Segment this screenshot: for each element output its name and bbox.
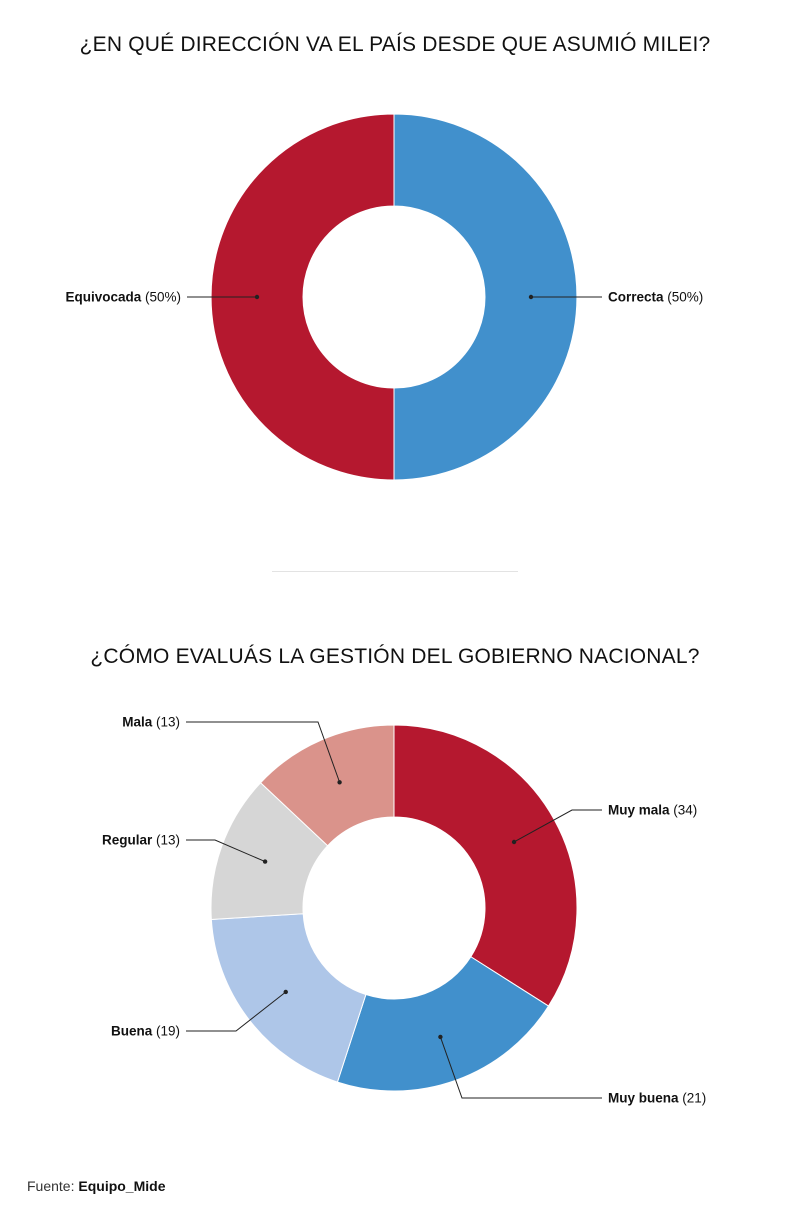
donut-chart-direction: Correcta (50%)Equivocada (50%)	[65, 113, 703, 481]
leader-dot-muy-buena	[438, 1034, 443, 1040]
source-label: Fuente:	[27, 1178, 75, 1194]
slice-muy-mala	[393, 724, 578, 1007]
label-value-correcta: (50%)	[664, 290, 704, 305]
label-mala: Mala (13)	[122, 715, 180, 730]
label-muy-mala: Muy mala (34)	[608, 803, 697, 818]
label-name-muy-buena: Muy buena	[608, 1091, 679, 1106]
source-name: Equipo_Mide	[78, 1178, 166, 1194]
label-correcta: Correcta (50%)	[608, 290, 703, 305]
label-value-regular: (13)	[152, 833, 180, 848]
label-value-equivocada: (50%)	[141, 290, 181, 305]
slice-correcta	[393, 113, 578, 481]
label-name-correcta: Correcta	[608, 290, 664, 305]
label-name-equivocada: Equivocada	[65, 290, 141, 305]
label-value-muy-mala: (34)	[670, 803, 698, 818]
label-name-muy-mala: Muy mala	[608, 803, 670, 818]
leader-line-muy-mala	[513, 809, 602, 843]
leader-dot-regular	[262, 859, 268, 864]
label-value-mala: (13)	[152, 715, 180, 730]
slice-muy-buena	[336, 956, 550, 1092]
slice-mala	[259, 724, 395, 847]
source-note: Fuente: Equipo_Mide	[27, 1178, 166, 1194]
donut-chart-government: Muy mala (34) Muy buena (21) Buena (19) Reg…	[102, 715, 706, 1106]
label-buena: Buena (19)	[111, 1024, 180, 1039]
label-name-mala: Mala	[122, 715, 153, 730]
leader-line-regular	[186, 839, 266, 863]
slice-equivocada	[210, 113, 395, 481]
section-divider	[272, 571, 518, 572]
leader-line-buena	[186, 991, 287, 1032]
leader-dot-muy-mala	[511, 839, 517, 845]
leader-dot-buena	[283, 989, 288, 995]
label-name-buena: Buena	[111, 1024, 153, 1039]
label-value-buena: (19)	[152, 1024, 180, 1039]
leader-line-muy-buena	[439, 1036, 602, 1099]
leader-dot-mala	[337, 780, 342, 785]
chart-title-government: ¿CÓMO EVALUÁS LA GESTIÓN DEL GOBIERNO NA…	[90, 645, 700, 668]
label-name-regular: Regular	[102, 833, 153, 848]
leader-line-mala	[186, 721, 341, 783]
label-regular: Regular (13)	[102, 833, 180, 848]
label-equivocada: Equivocada (50%)	[65, 290, 181, 305]
slice-buena	[210, 913, 367, 1083]
label-value-muy-buena: (21)	[679, 1091, 707, 1106]
leader-dot-equivocada	[254, 294, 260, 300]
label-muy-buena: Muy buena (21)	[608, 1091, 706, 1106]
chart-title-direction: ¿EN QUÉ DIRECCIÓN VA EL PAÍS DESDE QUE A…	[79, 33, 711, 56]
leader-dot-correcta	[528, 294, 534, 300]
